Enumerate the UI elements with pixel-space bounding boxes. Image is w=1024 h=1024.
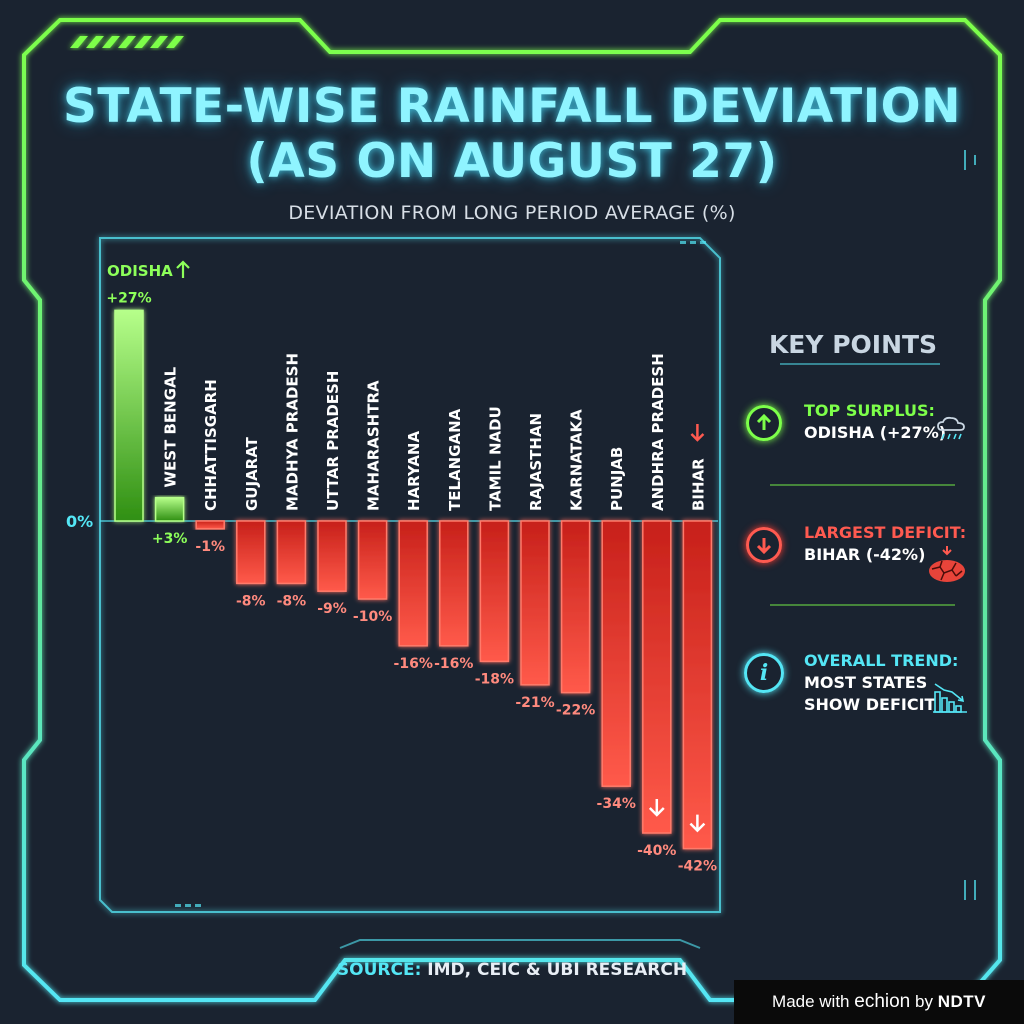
- category-label: TELANGANA: [446, 408, 464, 511]
- largest-deficit-value: BIHAR (-42%): [804, 545, 926, 564]
- overall-trend-value-line2: SHOW DEFICIT: [804, 695, 936, 714]
- bar-west-bengal: [154, 496, 185, 522]
- value-label: +27%: [106, 290, 151, 306]
- value-label: -40%: [637, 843, 676, 859]
- bar-tamil-nadu: [479, 520, 510, 663]
- bar-maharashtra: [357, 520, 388, 600]
- source-text: IMD, CEIC & UBI RESEARCH: [427, 960, 688, 980]
- largest-deficit-label: LARGEST DEFICIT:: [804, 523, 967, 542]
- chart-title-line2: (AS ON AUGUST 27): [246, 134, 778, 189]
- arrow-down-icon: [648, 799, 665, 817]
- value-label: -21%: [515, 695, 554, 711]
- value-label: -42%: [678, 859, 717, 875]
- bar-andhra-pradesh: [642, 520, 672, 834]
- bar-haryana: [398, 520, 428, 647]
- value-label: -8%: [236, 593, 266, 609]
- bar-uttar-pradesh: [317, 520, 347, 592]
- arrow-down-icon: [690, 424, 705, 442]
- bar-chhattisgarh: [195, 520, 225, 530]
- source-line: SOURCE: IMD, CEIC & UBI RESEARCH: [0, 960, 1024, 980]
- top-surplus-value: ODISHA (+27%): [804, 423, 947, 442]
- value-label: -16%: [434, 656, 473, 672]
- category-label: CHHATTISGARH: [202, 379, 220, 511]
- category-label: PUNJAB: [608, 447, 626, 511]
- bar-gujarat: [236, 520, 266, 585]
- overall-trend-label: OVERALL TREND:: [804, 651, 959, 670]
- category-label: UTTAR PRADESH: [324, 371, 342, 511]
- cracked-earth-icon: [929, 546, 965, 582]
- source-label: SOURCE:: [336, 960, 422, 980]
- value-label: -34%: [597, 796, 636, 812]
- arrow-up-icon: [746, 405, 782, 441]
- credit-by: by: [914, 992, 933, 1011]
- credit-org: NDTV: [937, 992, 986, 1011]
- zero-tick-label: 0%: [66, 512, 93, 531]
- category-label: TAMIL NADU: [486, 406, 504, 511]
- top-surplus-label: TOP SURPLUS:: [804, 401, 935, 420]
- value-label: -16%: [394, 656, 433, 672]
- value-label: -18%: [475, 671, 514, 687]
- bar-punjab: [601, 520, 631, 787]
- credit-brand: echion: [854, 991, 911, 1012]
- bar-madhya-pradesh: [276, 520, 307, 585]
- largest-deficit-block: LARGEST DEFICIT: BIHAR (-42%): [804, 522, 966, 566]
- category-label: MAHARASHTRA: [365, 380, 383, 511]
- category-label: WEST BENGAL: [162, 366, 180, 487]
- value-label: -9%: [317, 601, 347, 617]
- category-label: MADHYA PRADESH: [283, 353, 301, 511]
- value-label: -22%: [556, 703, 595, 719]
- value-label: +3%: [152, 531, 188, 547]
- declining-chart-icon: [933, 683, 967, 713]
- category-label: HARYANA: [405, 431, 423, 511]
- value-label: -1%: [195, 539, 225, 555]
- rain-cloud-icon: [937, 416, 965, 440]
- arrow-down-icon: [689, 814, 706, 833]
- chart-title-line1: STATE-WISE RAINFALL DEVIATION: [63, 79, 961, 134]
- bar-telangana: [439, 520, 469, 647]
- arrow-down-icon: [746, 527, 782, 563]
- arrow-up-icon: [176, 260, 190, 278]
- category-label: RAJASTHAN: [527, 413, 545, 511]
- category-label: ODISHA: [107, 262, 173, 280]
- credit-made-with: Made with: [772, 992, 850, 1011]
- top-surplus-block: TOP SURPLUS: ODISHA (+27%): [804, 400, 946, 444]
- bar-bihar: [682, 520, 713, 850]
- overall-trend-value-line1: MOST STATES: [804, 673, 928, 692]
- category-label: GUJARAT: [243, 436, 261, 511]
- value-label: -8%: [277, 593, 307, 609]
- key-points-heading: KEY POINTS: [768, 330, 938, 359]
- category-label: ANDHRA PRADESH: [649, 353, 667, 511]
- value-label: -10%: [353, 609, 392, 625]
- bar-karnataka: [560, 520, 591, 694]
- overall-trend-block: OVERALL TREND: MOST STATES SHOW DEFICIT: [804, 650, 958, 716]
- bar-odisha: [114, 309, 144, 522]
- credit-badge: Made with echion by NDTV: [734, 980, 1024, 1024]
- category-label: BIHAR: [689, 458, 707, 511]
- category-label: KARNATAKA: [568, 409, 586, 511]
- chart-subtitle: DEVIATION FROM LONG PERIOD AVERAGE (%): [288, 202, 736, 224]
- bar-rajasthan: [520, 520, 550, 686]
- info-icon: i: [744, 653, 784, 693]
